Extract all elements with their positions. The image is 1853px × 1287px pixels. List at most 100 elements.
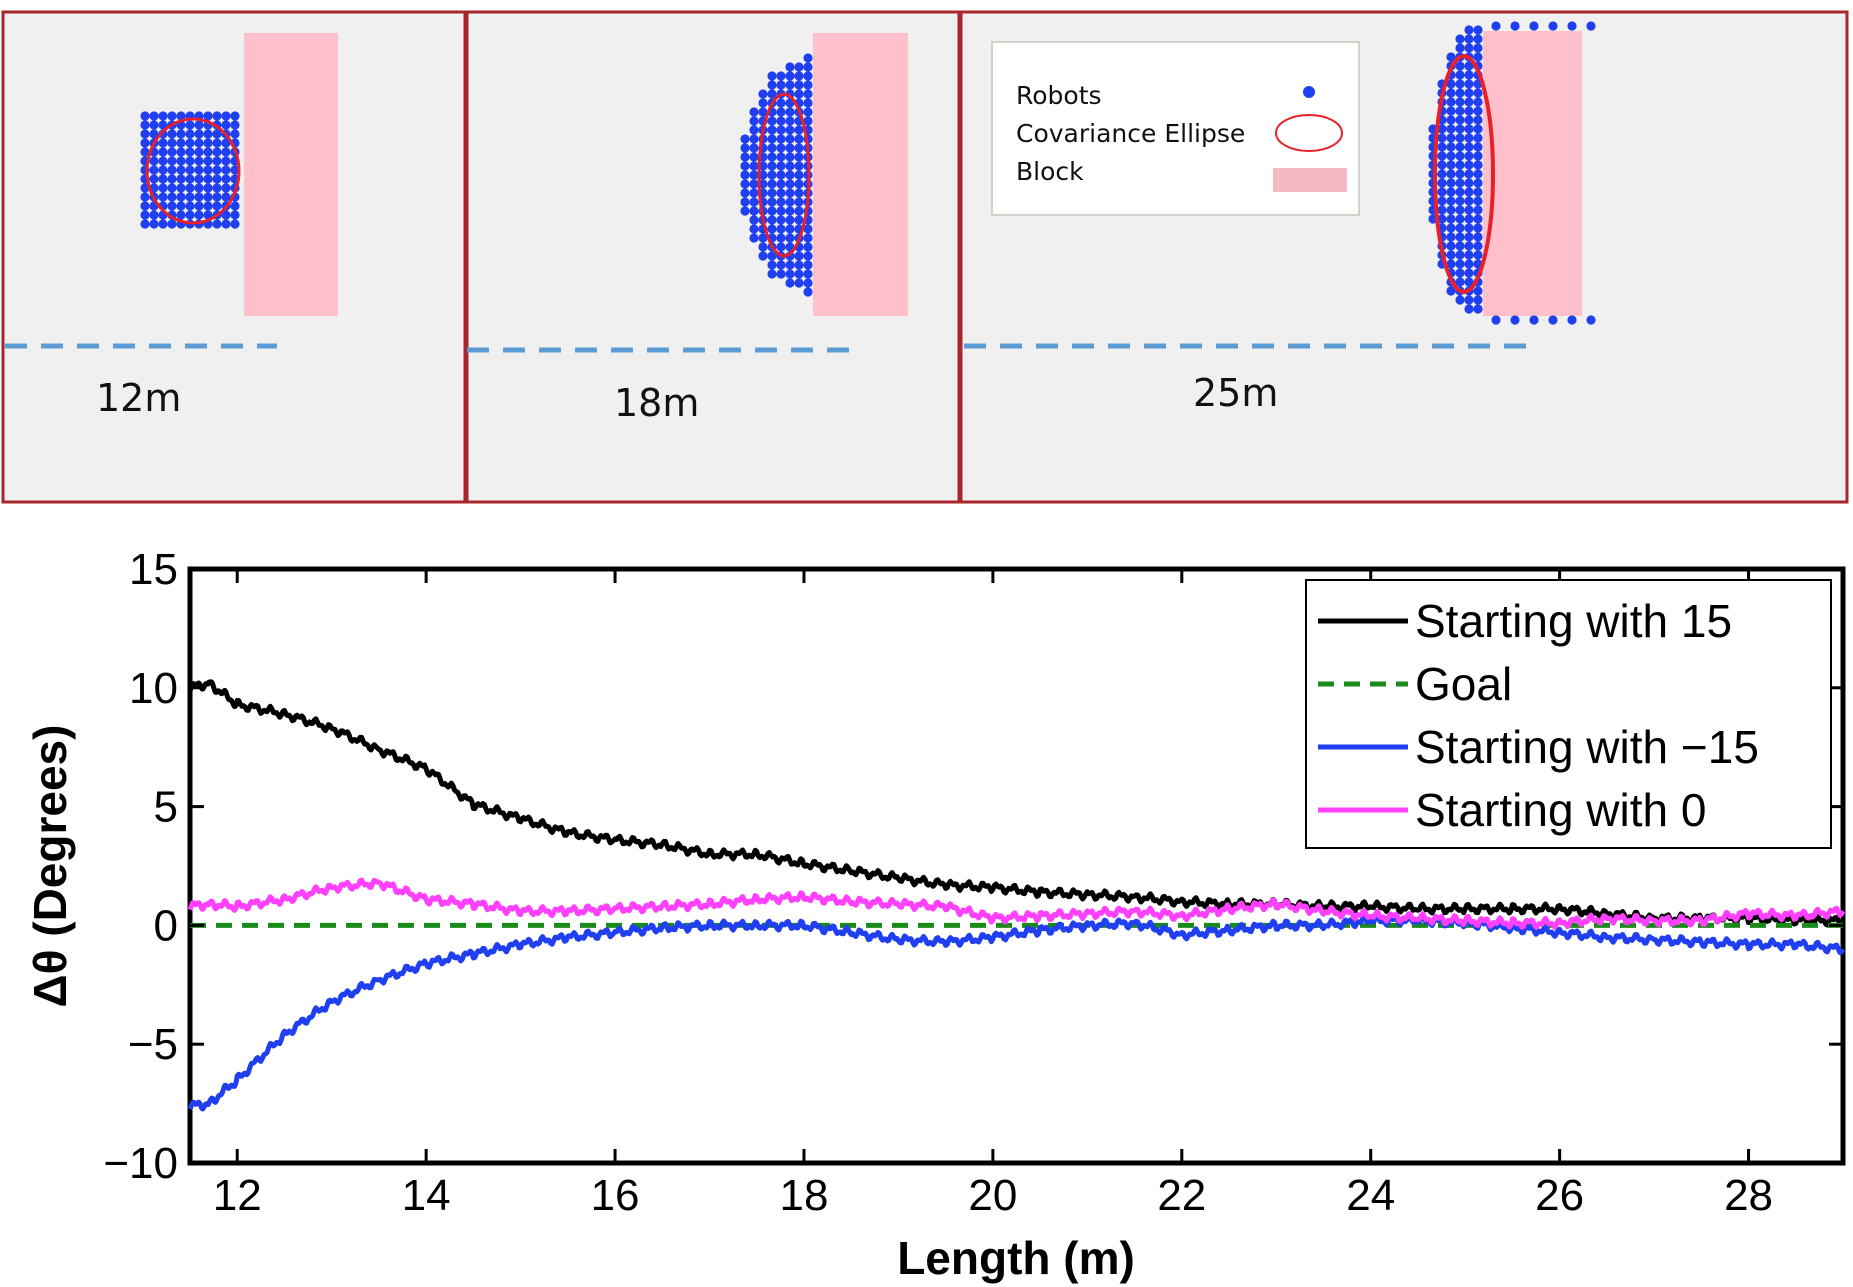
robot-dot (785, 233, 795, 243)
robot-dot (785, 170, 795, 180)
robot-dot (203, 201, 213, 211)
robot-dot (1437, 187, 1447, 197)
robot-dot (1455, 70, 1465, 80)
robot-dot (176, 129, 186, 139)
robot-dot (194, 210, 204, 220)
robot-dot (194, 120, 204, 130)
robot-dot (1437, 169, 1447, 179)
robot-dot (185, 138, 195, 148)
robot-dot (794, 89, 804, 99)
robot-dot (1437, 124, 1447, 134)
robot-dot (776, 260, 786, 270)
robot-dot (194, 183, 204, 193)
robot-dot (221, 147, 231, 157)
robot-dot (1473, 133, 1483, 143)
legend-label-starting-0: Starting with 0 (1415, 784, 1706, 836)
robot-dot (1455, 295, 1465, 305)
x-axis-title: Length (m) (897, 1232, 1135, 1284)
robot-dot (1464, 124, 1474, 134)
x-tick-label: 18 (779, 1171, 828, 1220)
robot-dot (794, 71, 804, 81)
robot-dot (185, 210, 195, 220)
robot-dot (176, 111, 186, 121)
robot-marker (1303, 86, 1315, 98)
robot-dot (1464, 61, 1474, 71)
robot-dot (1446, 223, 1456, 233)
robot-dot (167, 174, 177, 184)
robot-dot (1455, 277, 1465, 287)
robot-dot (1455, 205, 1465, 215)
x-tick-label: 26 (1535, 1171, 1584, 1220)
robot-dot (740, 179, 750, 189)
robot-dot (740, 197, 750, 207)
robot-dot (140, 138, 150, 148)
robot-dot (158, 183, 168, 193)
robot-dot (758, 89, 768, 99)
robot-dot (167, 183, 177, 193)
robot-dot (794, 152, 804, 162)
robot-dot (803, 98, 813, 108)
robot-dot (803, 71, 813, 81)
robot-dot (1473, 232, 1483, 242)
robot-dot (1464, 133, 1474, 143)
robot-dot (785, 80, 795, 90)
robot-dot (803, 89, 813, 99)
robot-dot (167, 147, 177, 157)
robot-dot (1455, 223, 1465, 233)
robot-dot (749, 179, 759, 189)
robot-dot (758, 107, 768, 117)
robot-dot (803, 251, 813, 261)
robot-dot (803, 287, 813, 297)
robot-dot (1473, 196, 1483, 206)
robot-dot (749, 107, 759, 117)
robot-dot (1455, 241, 1465, 251)
robot-dot (140, 210, 150, 220)
robot-dot (221, 183, 231, 193)
robot-dot (1464, 196, 1474, 206)
robot-dot (1473, 34, 1483, 44)
robot-dot (1446, 142, 1456, 152)
block (244, 33, 338, 316)
robot-dot (1455, 43, 1465, 53)
robot-dot (1464, 241, 1474, 251)
robot-dot (776, 170, 786, 180)
robot-dot (785, 179, 795, 189)
robot-dot (785, 215, 795, 225)
robot-dot (749, 152, 759, 162)
robot-dot (749, 224, 759, 234)
plot-area (187, 566, 1846, 1166)
robot-dot (1464, 97, 1474, 107)
robot-dot (740, 143, 750, 153)
robot-dot (176, 192, 186, 202)
robot-dot (776, 233, 786, 243)
robot-dot (767, 143, 777, 153)
legend-label-starting-minus-15: Starting with −15 (1415, 721, 1759, 773)
robot-dot (1464, 70, 1474, 80)
robot-dot (176, 165, 186, 175)
robot-dot (803, 107, 813, 117)
robot-dot (1473, 205, 1483, 215)
robot-dot (1473, 115, 1483, 125)
robot-dot (1473, 304, 1483, 314)
robot-dot (767, 71, 777, 81)
robot-dot (785, 188, 795, 198)
robot-dot (158, 111, 168, 121)
robot-dot (794, 251, 804, 261)
robot-dot (785, 161, 795, 171)
robot-dot (1446, 169, 1456, 179)
robot-dot (803, 278, 813, 288)
robot-dot (776, 224, 786, 234)
robot-dot (1510, 21, 1520, 31)
robot-dot (230, 129, 240, 139)
chart-legend-box (1305, 579, 1832, 849)
robot-dot (1464, 178, 1474, 188)
robot-dot (158, 156, 168, 166)
robot-dot (794, 260, 804, 270)
robot-dot (776, 80, 786, 90)
y-tick-label: −5 (128, 1020, 178, 1069)
robot-dot (803, 242, 813, 252)
robot-dot (212, 174, 222, 184)
robot-dot (185, 120, 195, 130)
x-tick-label: 20 (968, 1171, 1017, 1220)
panel-distance-label: 25m (1193, 371, 1278, 415)
